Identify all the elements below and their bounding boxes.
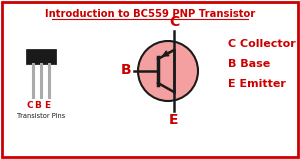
Text: Transistor Pins: Transistor Pins xyxy=(17,113,65,119)
Text: B: B xyxy=(120,63,131,77)
Text: C: C xyxy=(27,101,33,110)
Text: E: E xyxy=(44,101,50,110)
Text: E: E xyxy=(169,113,179,127)
Circle shape xyxy=(138,41,198,101)
FancyBboxPatch shape xyxy=(2,2,298,157)
Text: E Emitter: E Emitter xyxy=(228,79,286,89)
Text: C Collector: C Collector xyxy=(228,39,296,49)
Text: B Base: B Base xyxy=(228,59,270,69)
FancyBboxPatch shape xyxy=(26,49,56,64)
Text: B: B xyxy=(34,101,41,110)
Text: C: C xyxy=(169,15,179,29)
Text: Introduction to BC559 PNP Transistor: Introduction to BC559 PNP Transistor xyxy=(45,9,255,19)
